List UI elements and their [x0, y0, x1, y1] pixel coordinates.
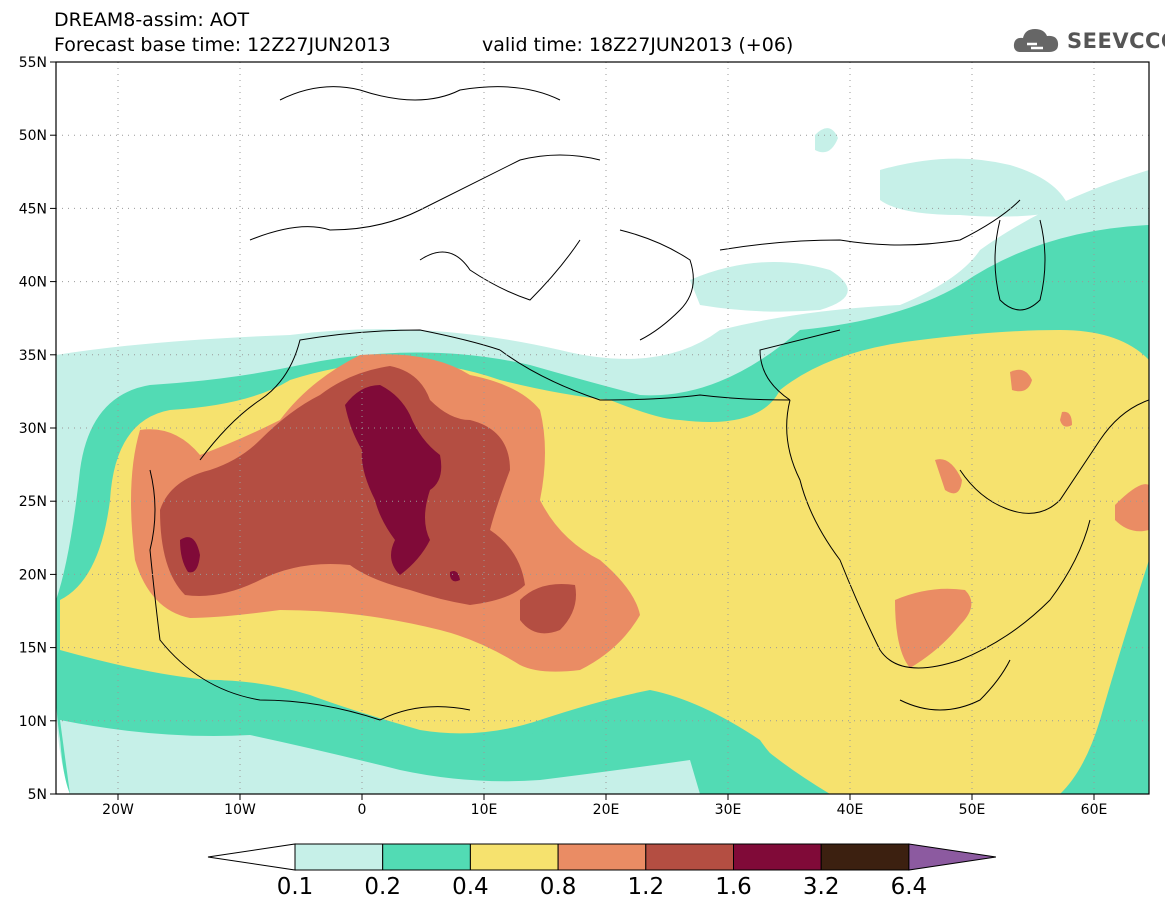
colorbar-segment: [294, 843, 384, 871]
colorbar-label: 0.2: [364, 874, 401, 900]
lon-label: 20E: [593, 802, 620, 818]
aot-level-1.2-spot: [520, 584, 576, 634]
lat-label: 5N: [28, 787, 47, 803]
coastlines: [149, 86, 1149, 721]
aot-level-1.6-west: [180, 537, 200, 573]
colorbar-label: 6.4: [891, 874, 928, 900]
lat-label: 45N: [19, 201, 47, 217]
logo-text: SEEVCCC: [1067, 29, 1165, 53]
graticule: [56, 62, 1149, 794]
lon-label: 10W: [224, 802, 256, 818]
aot-level-0.8-spot4: [1060, 411, 1072, 427]
cloud-icon: [1013, 29, 1059, 52]
colorbar-label: 3.2: [803, 874, 840, 900]
aot-level-0.8-spot3: [1115, 484, 1149, 532]
lat-label: 40N: [19, 275, 47, 291]
lon-label: 40E: [837, 802, 864, 818]
colorbar-segment: [820, 843, 910, 871]
lat-label: 55N: [19, 55, 47, 71]
map-title: DREAM8-assim: AOT: [54, 9, 250, 31]
valid-time: valid time: 18Z27JUN2013 (+06): [482, 34, 794, 56]
lon-label: 20W: [102, 802, 134, 818]
aot-level-0.8-yemen: [895, 588, 972, 668]
aot-level-0.1-east-med: [690, 262, 848, 312]
lat-label: 20N: [19, 567, 47, 583]
lat-label: 15N: [19, 641, 47, 657]
colorbar-segment: [733, 843, 822, 871]
lat-label: 30N: [19, 421, 47, 437]
aot-level-1.6-spot: [450, 571, 460, 582]
colorbar-label: 0.8: [540, 874, 577, 900]
lat-label: 50N: [19, 128, 47, 144]
lon-label: 50E: [959, 802, 986, 818]
colorbar-segment: [645, 843, 734, 871]
colorbar-label: 0.1: [277, 874, 314, 900]
axis-ticks: 55N 50N 45N 40N 35N 30N 25N 20N 15N 10N 5N 20W 10W 0 1…: [19, 55, 1108, 818]
colorbar-segment: [557, 843, 647, 871]
colorbar-over-arrow: [908, 843, 996, 871]
colorbar-label: 0.4: [452, 874, 489, 900]
aot-level-0.1-spot: [815, 128, 838, 153]
colorbar: 0.1 0.2 0.4 0.8 1.2 1.6 3.2 6.4: [207, 843, 996, 900]
colorbar-under-arrow: [207, 843, 296, 871]
seevccc-logo: SEEVCCC: [1011, 22, 1165, 58]
lat-label: 25N: [19, 494, 47, 510]
aot-level-0.8-spot1: [1010, 369, 1032, 392]
aot-level-0.1-sahel: [60, 720, 700, 794]
colorbar-segment: [382, 843, 471, 871]
lat-label: 35N: [19, 348, 47, 364]
colorbar-segment: [469, 843, 559, 871]
forecast-base-time: Forecast base time: 12Z27JUN2013: [54, 34, 391, 56]
lon-label: 10E: [471, 802, 498, 818]
lat-label: 10N: [19, 714, 47, 730]
lon-label: 0: [358, 802, 367, 818]
aot-level-0.1-north: [880, 158, 1070, 217]
aot-level-0.8-spot2: [935, 459, 962, 494]
lon-label: 30E: [715, 802, 742, 818]
aot-level-1.6: [345, 385, 442, 575]
lon-label: 60E: [1081, 802, 1108, 818]
colorbar-label: 1.6: [715, 874, 752, 900]
colorbar-label: 1.2: [628, 874, 665, 900]
aot-level-1.2: [160, 366, 525, 605]
